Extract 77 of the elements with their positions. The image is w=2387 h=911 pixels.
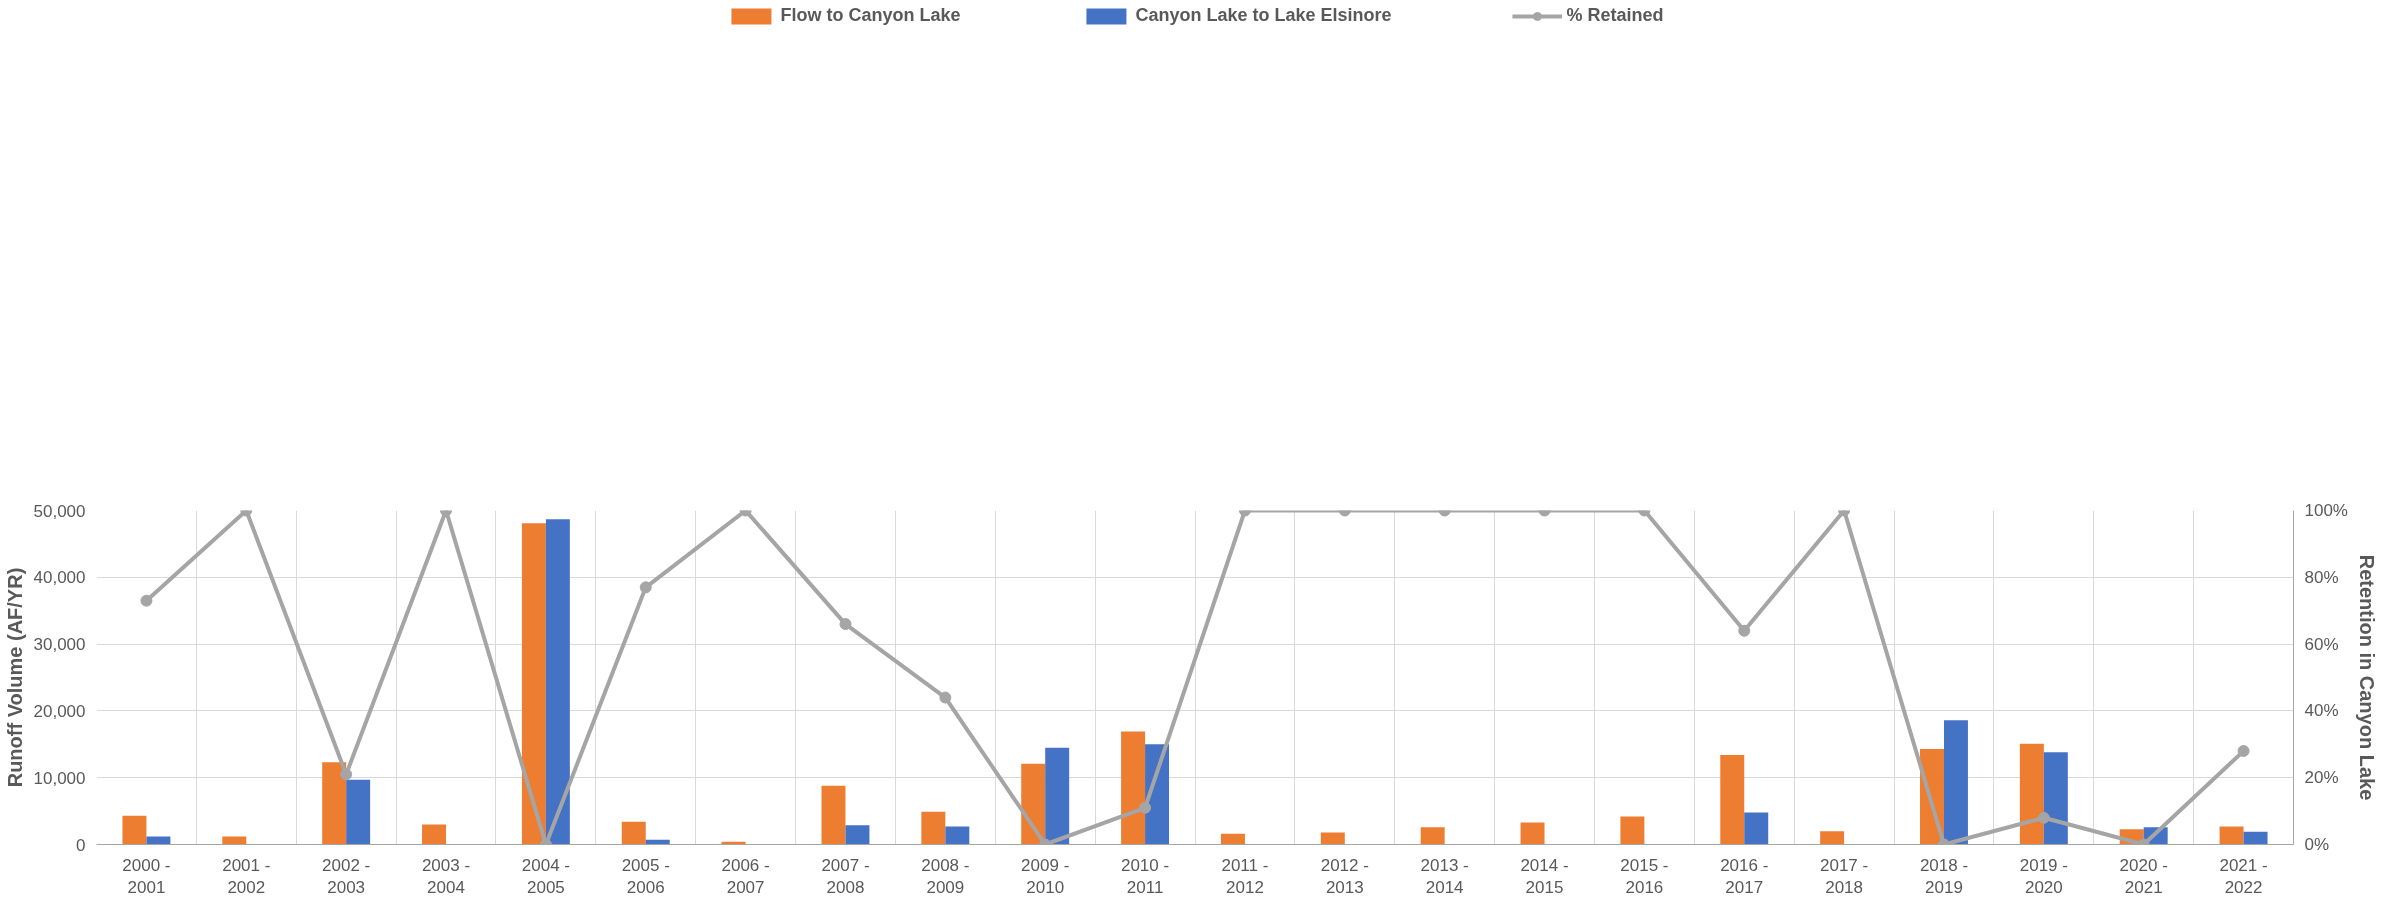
bar <box>1420 827 1445 845</box>
bar <box>1720 754 1745 845</box>
x-tick-label: 2008 - 2009 <box>921 855 970 898</box>
y2-tick-label: 40% <box>2304 701 2339 721</box>
bar <box>1021 763 1046 845</box>
x-tick-label: 2005 - 2006 <box>621 855 670 898</box>
y2-tick-label: 0% <box>2304 835 2330 854</box>
x-tick-label: 2004 - 2005 <box>521 855 570 898</box>
bar <box>222 836 247 845</box>
bar <box>2243 831 2268 845</box>
legend-label: % Retained <box>1566 5 1664 26</box>
bar <box>621 821 646 845</box>
point <box>2237 744 2250 757</box>
bar <box>845 825 870 845</box>
x-tick-label: 2020 - 2021 <box>2119 855 2168 898</box>
bar <box>2219 826 2244 845</box>
bar <box>1320 832 1345 845</box>
x-tick-label: 2017 - 2018 <box>1820 855 1869 898</box>
bar <box>521 523 546 845</box>
bar <box>1045 747 1070 845</box>
bar <box>1121 731 1146 845</box>
x-tick-label: 2003 - 2004 <box>421 855 471 898</box>
point <box>1738 624 1751 637</box>
y2-axis-title: Retention in Canyon Lake <box>2355 554 2378 801</box>
bar <box>346 779 371 845</box>
x-tick-label: 2012 - 2013 <box>1320 855 1369 898</box>
bar <box>1744 812 1769 845</box>
bar <box>1220 833 1245 845</box>
bar <box>821 785 846 845</box>
x-tick-label: 2021 - 2022 <box>2219 855 2268 898</box>
y-tick-label: 0 <box>76 835 86 855</box>
y2-tick-label: 60% <box>2304 634 2339 654</box>
x-tick-label: 2000 - 2001 <box>122 855 171 898</box>
x-tick-label: 2006 - 2007 <box>721 855 770 898</box>
bar <box>322 762 347 845</box>
x-tick-label: 2001 - 2002 <box>222 855 271 898</box>
x-tick-label: 2009 - 2010 <box>1021 855 1070 898</box>
point <box>639 581 652 594</box>
legend-label: Flow to Canyon Lake <box>780 5 961 26</box>
bar <box>945 826 970 845</box>
bar <box>2043 752 2068 845</box>
bar <box>545 519 570 845</box>
x-tick-label: 2010 - 2011 <box>1120 855 1170 898</box>
y2-tick-label: 80% <box>2304 567 2339 587</box>
x-tick-label: 2002 - 2003 <box>322 855 371 898</box>
x-tick-label: 2014 - 2015 <box>1520 855 1569 898</box>
bar <box>1520 822 1545 845</box>
x-tick-label: 2015 - 2016 <box>1620 855 1669 898</box>
x-tick-label: 2016 - 2017 <box>1720 855 1769 898</box>
bar <box>146 836 171 845</box>
bar <box>1820 831 1845 845</box>
y-tick-label: 30,000 <box>33 635 86 655</box>
bar <box>1943 720 1968 845</box>
legend-label: Canyon Lake to Lake Elsinore <box>1135 5 1392 26</box>
bar <box>422 824 447 845</box>
x-tick-label: 2013 - 2014 <box>1420 855 1469 898</box>
point <box>839 618 852 631</box>
y-tick-label: 40,000 <box>33 568 86 588</box>
x-tick-label: 2019 - 2020 <box>2019 855 2068 898</box>
bar <box>122 815 147 845</box>
y2-tick-label: 100% <box>2304 501 2348 520</box>
bar <box>2019 743 2044 845</box>
y-axis-title: Runoff Volume (AF/YR) <box>3 567 26 788</box>
y-tick-label: 10,000 <box>33 768 86 788</box>
point <box>939 691 952 704</box>
y-tick-label: 20,000 <box>33 701 86 721</box>
bar <box>1620 816 1645 845</box>
x-tick-label: 2007 - 2008 <box>821 855 870 898</box>
point <box>340 768 353 781</box>
y-tick-label: 50,000 <box>33 501 86 521</box>
bar <box>921 811 946 845</box>
x-tick-label: 2018 - 2019 <box>1919 855 1969 898</box>
y2-tick-label: 20% <box>2304 768 2339 788</box>
x-tick-label: 2011 - 2012 <box>1221 855 1269 898</box>
point <box>2037 811 2050 824</box>
point <box>1139 801 1152 814</box>
point <box>140 594 153 607</box>
